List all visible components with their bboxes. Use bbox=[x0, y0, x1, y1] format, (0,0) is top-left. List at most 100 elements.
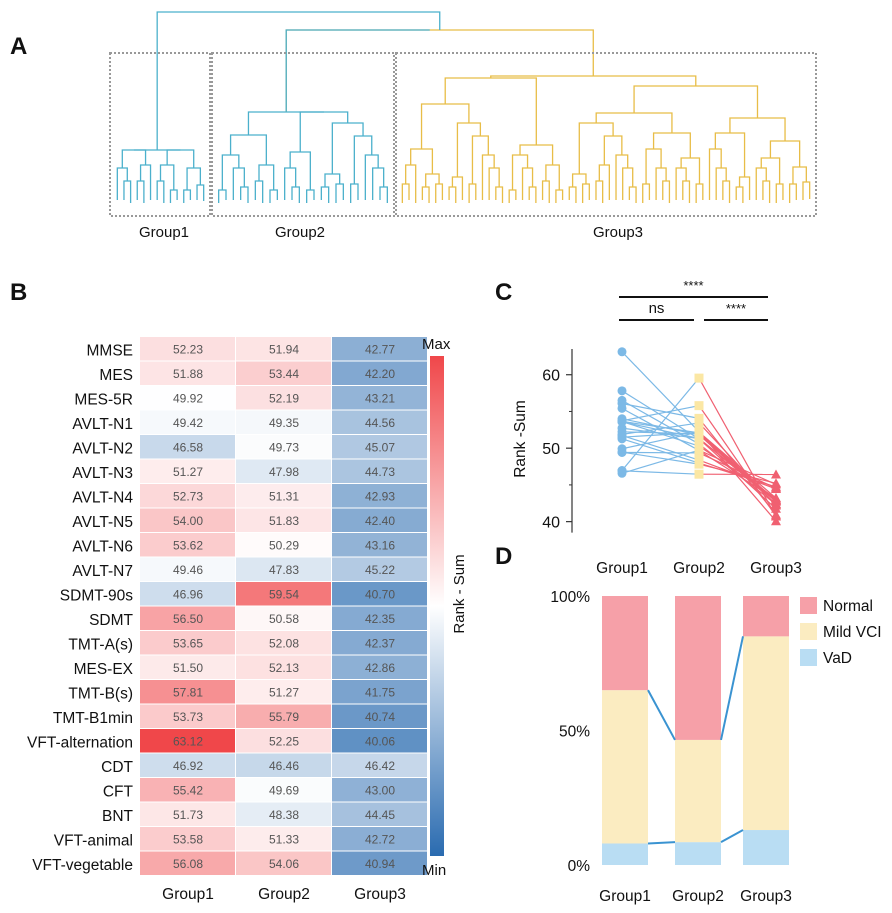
d-legend-label: Normal bbox=[823, 598, 873, 615]
heatmap-cell-value: 42.77 bbox=[365, 342, 395, 356]
dendro-link bbox=[421, 186, 430, 203]
heatmap-cell-value: 49.92 bbox=[173, 391, 203, 405]
heatmap-row-label: SDMT bbox=[89, 612, 133, 629]
heatmap-cell bbox=[140, 680, 235, 704]
c-y-label: Rank -Sum bbox=[512, 400, 529, 478]
dendro-link bbox=[379, 186, 388, 203]
dendro-link bbox=[545, 164, 560, 190]
group3-box bbox=[395, 52, 817, 217]
colorbar-max-label: Max bbox=[422, 336, 451, 353]
heatmap-row-label: SDMT-90s bbox=[60, 587, 133, 604]
heatmap-cell bbox=[332, 851, 427, 875]
dendro-link bbox=[335, 183, 344, 203]
heatmap-cell-value: 46.92 bbox=[173, 759, 203, 773]
heatmap-cell-value: 40.70 bbox=[365, 587, 395, 601]
heatmap-cell-value: 51.94 bbox=[269, 342, 299, 356]
c-pair-line-1 bbox=[621, 449, 700, 474]
heatmap-cell bbox=[332, 435, 427, 459]
heatmap-cell-value: 53.62 bbox=[173, 538, 203, 552]
d-x-tick-label: Group3 bbox=[740, 888, 792, 905]
d-y-tick-label: 100% bbox=[550, 589, 590, 606]
heatmap-cell-value: 42.35 bbox=[365, 612, 395, 626]
dendro-link bbox=[595, 180, 604, 203]
heatmap-row-label: AVLT-N7 bbox=[72, 563, 133, 580]
dendro-link bbox=[136, 180, 145, 203]
heatmap-cell bbox=[236, 459, 331, 483]
heatmap-cell bbox=[140, 655, 235, 679]
dendro-group1-label: Group1 bbox=[139, 224, 189, 241]
heatmap-cell bbox=[140, 508, 235, 532]
c-significance-label: ns bbox=[649, 300, 665, 317]
dendro-link bbox=[221, 154, 240, 190]
dendro-link bbox=[615, 154, 629, 200]
dendro-link bbox=[240, 186, 249, 203]
heatmap-cell bbox=[332, 753, 427, 777]
heatmap-cell bbox=[236, 533, 331, 557]
heatmap-cell-value: 41.75 bbox=[365, 685, 395, 699]
heatmap-cell-value: 40.94 bbox=[365, 857, 395, 871]
heatmap-cell-value: 51.50 bbox=[173, 661, 203, 675]
heatmap-cell bbox=[236, 851, 331, 875]
dendro-link bbox=[775, 183, 784, 203]
heatmap-cell-value: 50.58 bbox=[269, 612, 299, 626]
dendro-link bbox=[675, 167, 687, 200]
d-bar-segment bbox=[675, 739, 721, 843]
heatmap-cell bbox=[236, 802, 331, 826]
heatmap-cell bbox=[332, 337, 427, 361]
heatmap-cell bbox=[140, 802, 235, 826]
dendro-link bbox=[444, 77, 537, 145]
dendro-group3-label: Group3 bbox=[593, 224, 643, 241]
dendro-link bbox=[186, 167, 202, 190]
c-point-group2 bbox=[694, 439, 704, 449]
colorbar-min-label: Min bbox=[422, 862, 446, 879]
dendro-link bbox=[285, 29, 430, 112]
dendro-link bbox=[285, 29, 594, 112]
heatmap-cell-value: 49.73 bbox=[269, 440, 299, 454]
dendro-link bbox=[722, 180, 731, 203]
heatmap-cell bbox=[332, 802, 427, 826]
c-point-group2 bbox=[694, 373, 704, 383]
group1-box bbox=[109, 52, 211, 217]
heatmap-cell bbox=[332, 361, 427, 385]
c-y-tick-label: 40 bbox=[542, 515, 560, 532]
dendro-link bbox=[229, 134, 267, 165]
dendro-link bbox=[471, 135, 489, 184]
c-point-group3 bbox=[771, 478, 781, 488]
d-legend-swatch bbox=[800, 597, 817, 614]
c-pair-line-2 bbox=[698, 459, 777, 490]
heatmap-cell bbox=[140, 631, 235, 655]
heatmap-cell-value: 56.08 bbox=[173, 857, 203, 871]
c-point-group1 bbox=[617, 399, 627, 409]
heatmap-cell-value: 52.19 bbox=[269, 391, 299, 405]
c-point-group2 bbox=[694, 445, 704, 455]
dendro-link bbox=[116, 167, 128, 200]
c-pair-line-1 bbox=[621, 377, 700, 471]
dendro-link bbox=[541, 180, 550, 203]
dendro-link bbox=[410, 148, 434, 174]
c-point-group2 bbox=[694, 455, 704, 465]
heatmap-cell-value: 44.56 bbox=[365, 416, 395, 430]
heatmap-cell bbox=[236, 729, 331, 753]
heatmap-row-label: CDT bbox=[101, 759, 133, 776]
heatmap-cell bbox=[236, 386, 331, 410]
dendro-link bbox=[331, 122, 364, 174]
c-pair-line-2 bbox=[698, 431, 777, 522]
d-connector-line bbox=[647, 689, 676, 741]
panel-a-letter: A bbox=[10, 33, 27, 60]
dendro-link bbox=[123, 180, 132, 203]
heatmap-cell bbox=[332, 582, 427, 606]
c-point-group2 bbox=[694, 413, 704, 423]
heatmap-cell-value: 44.73 bbox=[365, 465, 395, 479]
heatmap-cell-value: 44.45 bbox=[365, 808, 395, 822]
dendro-link bbox=[738, 176, 751, 200]
heatmap-cell-value: 49.69 bbox=[269, 783, 299, 797]
c-x-tick-label: Group3 bbox=[750, 560, 802, 577]
heatmap-row-label: CFT bbox=[103, 783, 134, 800]
heatmap-cell-value: 53.65 bbox=[173, 636, 203, 650]
heatmap-cell bbox=[236, 827, 331, 851]
panel-b-letter: B bbox=[10, 279, 27, 306]
heatmap-cell bbox=[140, 435, 235, 459]
heatmap-cell-value: 51.83 bbox=[269, 514, 299, 528]
dendro-link bbox=[528, 186, 537, 203]
dendrogram bbox=[116, 11, 811, 203]
